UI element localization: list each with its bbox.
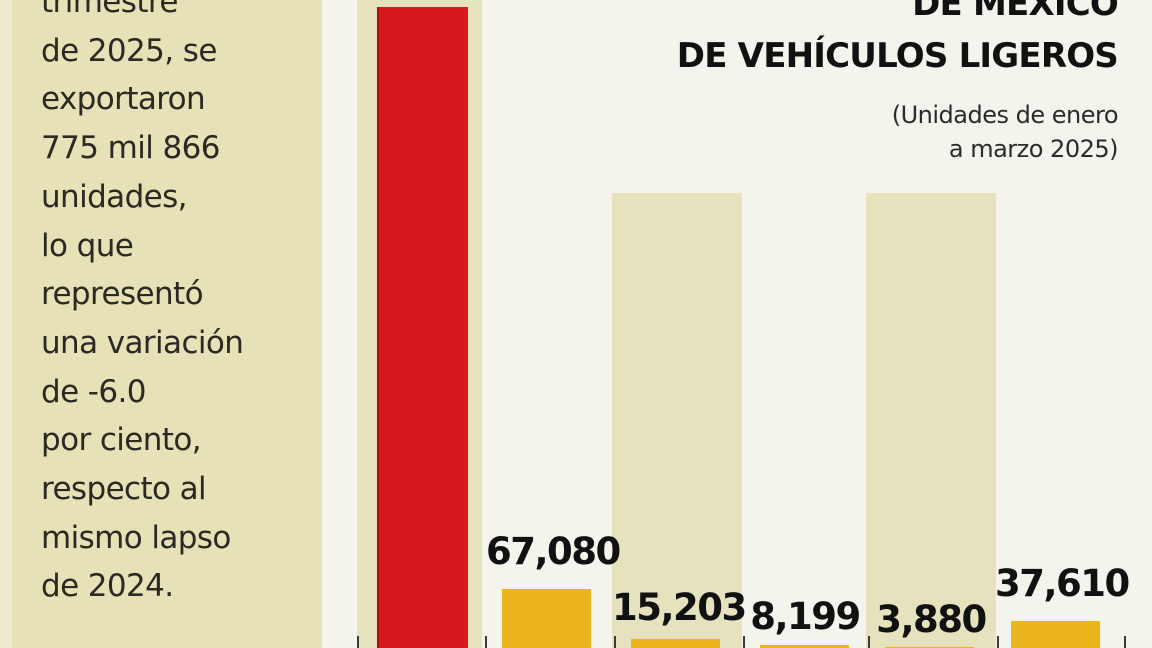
axis-tick: [743, 636, 745, 648]
subtitle-line: (Unidades de enero: [891, 101, 1119, 129]
axis-tick: [868, 636, 870, 648]
summary-line: una variación: [41, 324, 244, 361]
summary-line: respecto al: [41, 471, 207, 508]
summary-line: de 2024.: [41, 568, 174, 605]
bar-5-value: 3,880: [876, 598, 987, 641]
chart-title: DE MÉXICO DE VEHÍCULOS LIGEROS: [676, 0, 1119, 82]
column-band-5: [866, 193, 996, 648]
summary-line: de 2025, se: [41, 32, 217, 69]
bar-highlight: [377, 7, 468, 648]
summary-line: mismo lapso: [41, 519, 231, 556]
summary-line: exportaron: [41, 81, 206, 118]
sidebar-edge: [0, 0, 12, 648]
summary-line: unidades,: [41, 178, 188, 215]
summary-line: 775 mil 866: [41, 130, 220, 167]
chart-subtitle: (Unidades de enero a marzo 2025): [891, 98, 1119, 166]
bar-3: [631, 639, 720, 648]
subtitle-line: a marzo 2025): [948, 135, 1119, 163]
summary-line: por ciento,: [41, 422, 202, 459]
axis-tick: [997, 636, 999, 648]
summary-sidebar: trimestre de 2025, se exportaron 775 mil…: [0, 0, 322, 648]
bar-2-value: 67,080: [486, 530, 621, 573]
bar-6-value: 37,610: [995, 562, 1130, 605]
summary-line: trimestre: [41, 0, 178, 20]
axis-tick: [357, 636, 359, 648]
bar-2: [502, 589, 591, 648]
axis-tick: [614, 636, 616, 648]
bar-3-value: 15,203: [612, 586, 747, 629]
bar-6: [1011, 621, 1100, 648]
bar-4-value: 8,199: [750, 595, 861, 638]
title-line: DE MÉXICO: [912, 0, 1119, 24]
axis-tick: [485, 636, 487, 648]
column-band-3: [612, 193, 742, 648]
summary-text: trimestre de 2025, se exportaron 775 mil…: [41, 0, 311, 611]
summary-line: lo que: [41, 227, 134, 264]
title-line: DE VEHÍCULOS LIGEROS: [676, 36, 1119, 76]
summary-line: de -6.0: [41, 373, 146, 410]
axis-tick: [1124, 636, 1126, 648]
summary-line: representó: [41, 276, 204, 313]
bar-4: [760, 645, 849, 648]
